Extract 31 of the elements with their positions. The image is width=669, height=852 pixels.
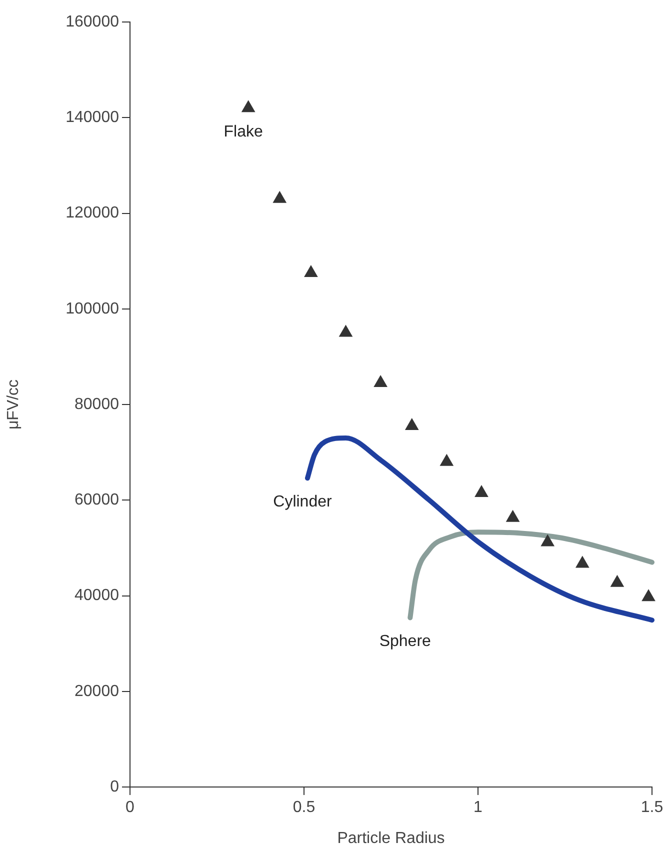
y-tick-label: 140000 — [66, 109, 120, 126]
point — [272, 190, 287, 203]
point — [575, 556, 590, 568]
point — [440, 454, 454, 466]
y-tick-label: 100000 — [66, 300, 120, 318]
series-label: Sphere — [379, 633, 432, 650]
point — [304, 265, 318, 278]
point — [404, 418, 419, 430]
y-tick-label: 40000 — [74, 587, 120, 604]
y-tick-label: 160000 — [66, 13, 120, 30]
point — [610, 574, 624, 587]
series-label: Flake — [224, 123, 263, 140]
y-tick-label: 20000 — [74, 682, 120, 700]
x-axis-title: Particle Radius — [337, 830, 445, 847]
x-tick-label: 0.5 — [292, 799, 316, 816]
point — [642, 589, 656, 602]
y-tick-label: 60000 — [74, 492, 120, 509]
point — [374, 374, 388, 387]
x-tick-label: 0 — [126, 799, 135, 816]
x-tick-label: 1.5 — [640, 799, 664, 816]
y-tick-label: 80000 — [74, 396, 120, 413]
point — [474, 484, 488, 497]
point — [506, 510, 520, 522]
y-axis-title: μFV/cc — [5, 379, 22, 430]
y-tick-label: 0 — [110, 778, 120, 796]
x-tick-label: 1 — [474, 799, 483, 816]
series-label: Cylinder — [273, 494, 332, 511]
y-tick-label: 120000 — [66, 204, 120, 222]
point — [241, 100, 256, 112]
point — [540, 534, 555, 546]
point — [338, 324, 353, 337]
